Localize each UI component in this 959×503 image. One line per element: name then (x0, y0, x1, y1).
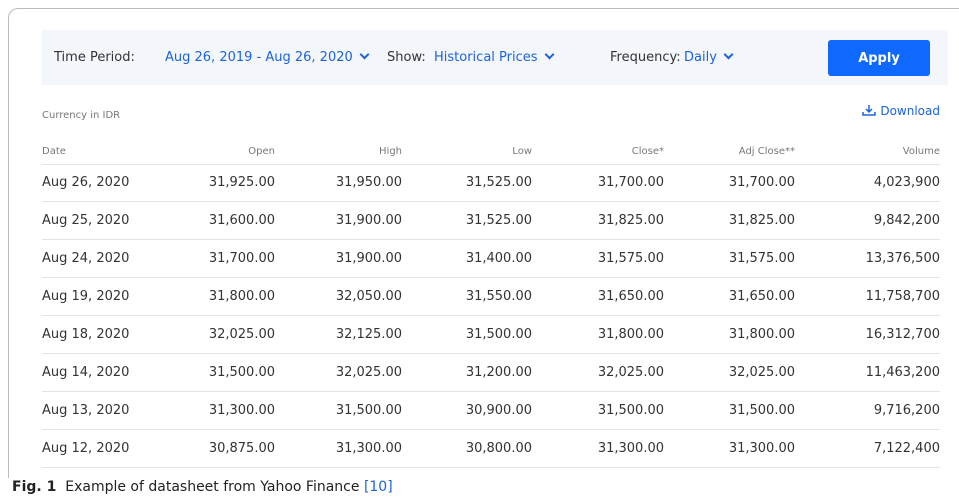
table-cell: 31,900.00 (335, 213, 402, 228)
download-icon (862, 105, 877, 116)
table-cell: Aug 25, 2020 (42, 213, 130, 228)
table-cell: 31,500.00 (208, 365, 275, 380)
table-cell: 31,925.00 (208, 175, 275, 190)
column-header: Low (512, 146, 532, 157)
column-header: Volume (902, 146, 940, 157)
row-divider (42, 429, 940, 430)
table-cell: 7,122,400 (873, 441, 940, 456)
frequency-label: Frequency: (610, 50, 681, 65)
download-link[interactable]: Download (862, 104, 940, 118)
table-cell: 31,825.00 (597, 213, 664, 228)
table-cell: Aug 24, 2020 (42, 251, 130, 266)
table-cell: 32,025.00 (728, 365, 795, 380)
apply-button[interactable]: Apply (828, 40, 930, 76)
row-divider (42, 239, 940, 240)
table-cell: Aug 13, 2020 (42, 403, 130, 418)
table-cell: 32,025.00 (208, 327, 275, 342)
download-text: Download (880, 104, 940, 118)
caption-ref[interactable]: [10] (363, 479, 393, 495)
column-header: Date (42, 146, 66, 157)
table-cell: 31,800.00 (208, 289, 275, 304)
row-divider (42, 467, 940, 468)
table-cell: 11,758,700 (865, 289, 940, 304)
caption-label: Fig. 1 (12, 479, 57, 495)
show-label: Show: (387, 50, 426, 65)
row-divider (42, 391, 940, 392)
table-cell: 31,200.00 (465, 365, 532, 380)
row-divider (42, 164, 940, 165)
table-cell: 31,525.00 (465, 175, 532, 190)
table-cell: 32,050.00 (335, 289, 402, 304)
table-cell: 31,825.00 (728, 213, 795, 228)
frequency-select[interactable]: Daily (684, 50, 732, 65)
table-cell: Aug 18, 2020 (42, 327, 130, 342)
time-period-label: Time Period: (54, 50, 135, 65)
caption-text: Example of datasheet from Yahoo Finance (65, 479, 360, 495)
table-cell: 31,525.00 (465, 213, 532, 228)
table-cell: 31,500.00 (728, 403, 795, 418)
show-select[interactable]: Historical Prices (434, 50, 553, 65)
table-cell: 31,800.00 (597, 327, 664, 342)
table-cell: 31,500.00 (597, 403, 664, 418)
table-cell: 31,500.00 (335, 403, 402, 418)
table-cell: 30,800.00 (465, 441, 532, 456)
table-cell: 30,875.00 (208, 441, 275, 456)
table-cell: 32,125.00 (335, 327, 402, 342)
table-cell: 30,900.00 (465, 403, 532, 418)
table-cell: 31,575.00 (597, 251, 664, 266)
table-cell: 32,025.00 (597, 365, 664, 380)
table-cell: 31,400.00 (465, 251, 532, 266)
table-cell: 31,950.00 (335, 175, 402, 190)
table-cell: 31,300.00 (208, 403, 275, 418)
caption: Fig. 1 Example of datasheet from Yahoo F… (12, 479, 393, 495)
column-header: High (379, 146, 402, 157)
table-cell: 9,842,200 (873, 213, 940, 228)
table-cell: 4,023,900 (873, 175, 940, 190)
table-cell: 11,463,200 (865, 365, 940, 380)
time-period-select[interactable]: Aug 26, 2019 - Aug 26, 2020 (165, 50, 368, 65)
table-cell: 9,716,200 (873, 403, 940, 418)
row-divider (42, 315, 940, 316)
column-header: Adj Close** (738, 146, 795, 157)
table-cell: 16,312,700 (865, 327, 940, 342)
table-cell: 13,376,500 (865, 251, 940, 266)
table-cell: 31,900.00 (335, 251, 402, 266)
table-cell: 31,550.00 (465, 289, 532, 304)
table-cell: 31,300.00 (728, 441, 795, 456)
column-header: Close* (631, 146, 664, 157)
table-cell: Aug 14, 2020 (42, 365, 130, 380)
table-cell: 31,800.00 (728, 327, 795, 342)
table-cell: 31,500.00 (465, 327, 532, 342)
table-cell: 31,300.00 (597, 441, 664, 456)
table-cell: Aug 12, 2020 (42, 441, 130, 456)
table-cell: 32,025.00 (335, 365, 402, 380)
table-cell: 31,700.00 (597, 175, 664, 190)
row-divider (42, 353, 940, 354)
table-cell: 31,650.00 (728, 289, 795, 304)
table-cell: 31,700.00 (728, 175, 795, 190)
table-cell: Aug 19, 2020 (42, 289, 130, 304)
column-header: Open (248, 146, 275, 157)
frame (8, 8, 959, 478)
table-cell: 31,300.00 (335, 441, 402, 456)
row-divider (42, 277, 940, 278)
currency-note: Currency in IDR (42, 110, 121, 121)
table-cell: 31,700.00 (208, 251, 275, 266)
row-divider (42, 201, 940, 202)
table-cell: 31,575.00 (728, 251, 795, 266)
table-cell: Aug 26, 2020 (42, 175, 130, 190)
table-cell: 31,600.00 (208, 213, 275, 228)
table-cell: 31,650.00 (597, 289, 664, 304)
